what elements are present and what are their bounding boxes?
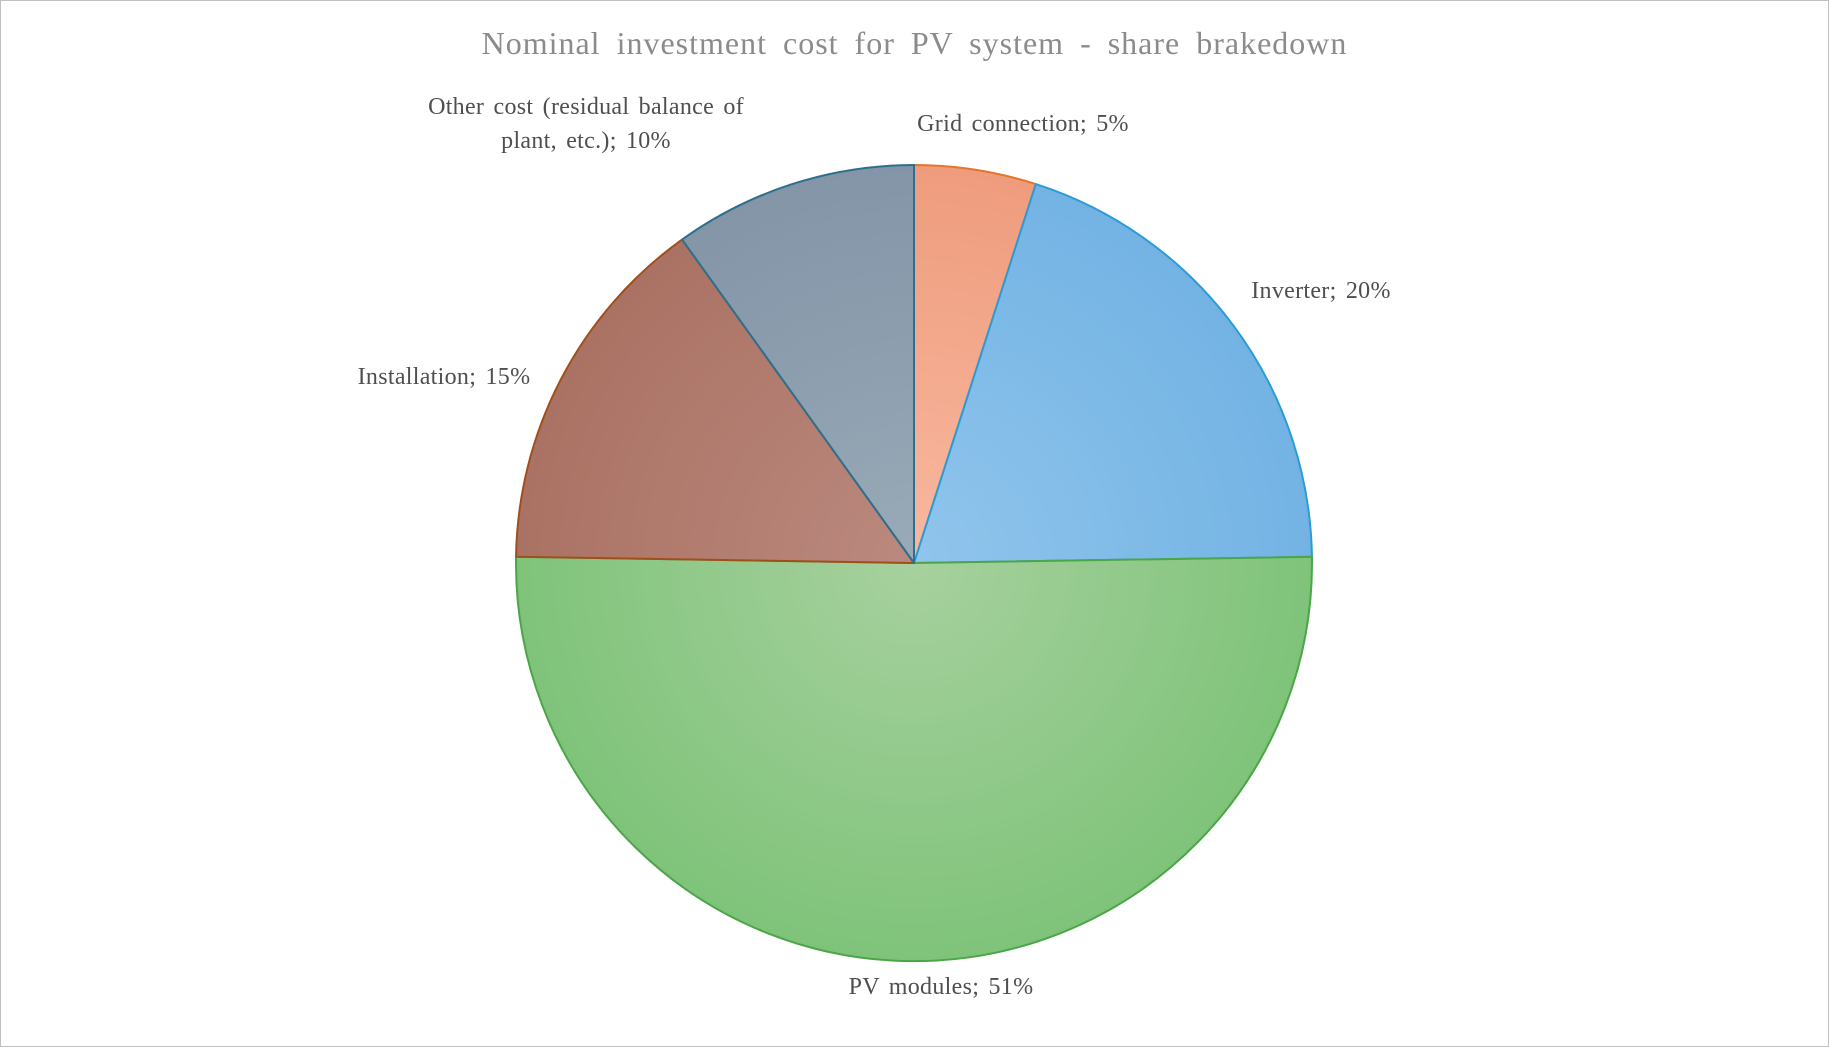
pie-slice-other-cost-residual-balance-of-plant-etc [681, 164, 915, 564]
slice-label-installation: Installation; 15% [357, 364, 531, 390]
slice-label-inverter: Inverter; 20% [1251, 278, 1391, 304]
slice-label-other-cost: Other cost (residual balance of plant, e… [428, 94, 744, 154]
slice-label-pv-modules: PV modules; 51% [848, 974, 1034, 1000]
pie-slice-inverter [913, 183, 1313, 564]
slice-label-grid-connection: Grid connection; 5% [917, 111, 1129, 137]
pie-slice-installation [515, 238, 915, 564]
pie-slice-pv-modules [515, 555, 1313, 963]
chart-title: Nominal investment cost for PV system - … [481, 25, 1348, 61]
